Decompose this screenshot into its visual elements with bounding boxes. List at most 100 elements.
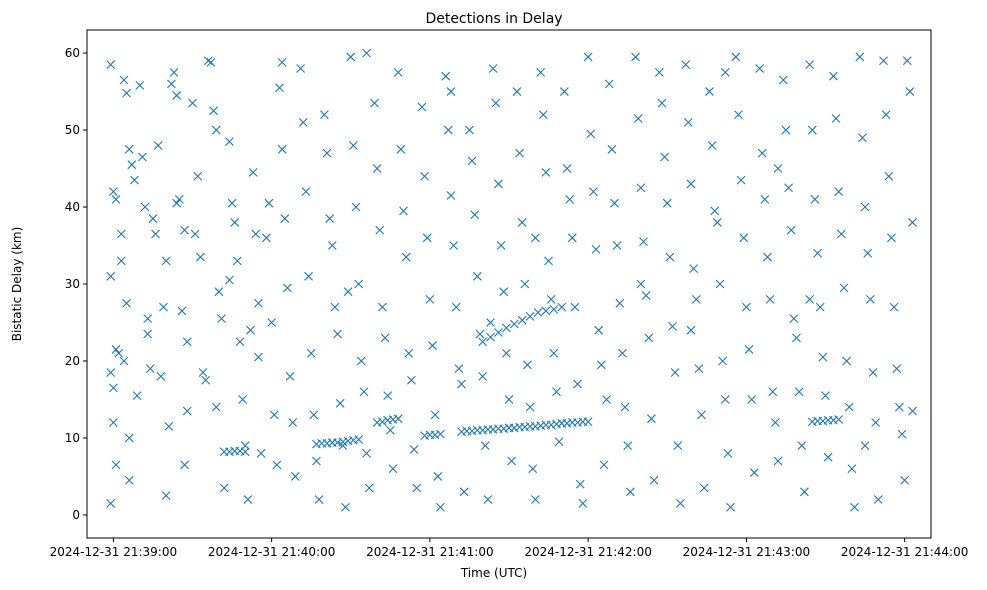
data-point bbox=[681, 60, 691, 70]
data-point bbox=[211, 125, 221, 135]
data-point bbox=[290, 472, 300, 481]
data-point bbox=[267, 318, 277, 327]
data-point bbox=[887, 233, 896, 243]
data-point bbox=[723, 448, 733, 458]
data-point bbox=[372, 164, 382, 173]
data-point bbox=[301, 187, 311, 197]
data-point bbox=[335, 398, 345, 408]
data-point bbox=[873, 495, 883, 504]
data-point bbox=[897, 429, 907, 439]
data-point bbox=[261, 233, 271, 243]
data-point bbox=[108, 187, 118, 197]
data-point bbox=[507, 456, 517, 466]
data-point bbox=[240, 447, 250, 457]
data-point bbox=[594, 325, 604, 335]
data-point bbox=[794, 387, 804, 397]
data-point bbox=[127, 160, 137, 170]
data-point bbox=[114, 348, 124, 358]
data-point bbox=[884, 171, 894, 181]
data-point bbox=[715, 279, 725, 289]
data-point bbox=[768, 387, 778, 397]
data-point bbox=[858, 133, 867, 143]
data-point bbox=[151, 229, 160, 239]
data-point bbox=[388, 464, 398, 474]
data-point bbox=[760, 194, 770, 204]
data-point bbox=[831, 114, 841, 123]
data-point bbox=[214, 287, 224, 297]
data-point bbox=[781, 125, 791, 135]
data-point bbox=[380, 333, 390, 343]
data-point bbox=[602, 395, 611, 404]
data-point bbox=[720, 67, 730, 77]
data-point bbox=[375, 225, 385, 235]
data-point bbox=[615, 298, 625, 308]
data-point bbox=[517, 315, 527, 325]
data-point bbox=[694, 364, 704, 374]
data-point bbox=[538, 110, 548, 120]
data-point bbox=[599, 460, 609, 470]
data-point bbox=[412, 483, 422, 493]
y-axis: 0 10 20 30 40 50 60 bbox=[65, 46, 87, 522]
data-point bbox=[554, 437, 564, 447]
x-tick-label: 2024-12-31 21:41:00 bbox=[366, 545, 493, 559]
data-point bbox=[111, 460, 121, 470]
data-point bbox=[143, 314, 153, 324]
data-point bbox=[354, 279, 364, 289]
data-point bbox=[496, 241, 506, 250]
data-point bbox=[475, 329, 485, 339]
data-point bbox=[467, 156, 477, 166]
data-point bbox=[351, 202, 361, 212]
data-point bbox=[177, 306, 187, 316]
data-point bbox=[362, 48, 371, 58]
data-point bbox=[393, 67, 403, 77]
data-point bbox=[683, 117, 693, 127]
data-point bbox=[430, 410, 440, 420]
data-point bbox=[106, 60, 116, 70]
data-point bbox=[902, 56, 912, 66]
data-point bbox=[436, 429, 445, 439]
data-point bbox=[889, 302, 899, 312]
data-point bbox=[691, 295, 701, 304]
data-point bbox=[755, 64, 764, 73]
data-point bbox=[161, 491, 171, 501]
data-point bbox=[734, 110, 743, 120]
data-point bbox=[773, 456, 783, 466]
data-point bbox=[549, 305, 559, 314]
data-point bbox=[491, 98, 501, 108]
data-point bbox=[465, 125, 474, 135]
data-point bbox=[865, 295, 875, 304]
y-tick-label: 30 bbox=[65, 277, 80, 291]
data-point bbox=[148, 214, 158, 223]
data-point bbox=[459, 487, 469, 497]
data-point bbox=[586, 129, 596, 139]
data-point bbox=[501, 348, 511, 358]
data-point bbox=[818, 352, 828, 362]
data-point bbox=[407, 375, 416, 385]
data-point bbox=[275, 83, 284, 93]
data-point bbox=[169, 67, 179, 77]
data-point bbox=[225, 137, 234, 146]
data-point bbox=[116, 229, 126, 239]
data-point bbox=[610, 198, 619, 208]
data-point bbox=[770, 418, 780, 427]
data-point bbox=[378, 302, 387, 312]
data-point bbox=[525, 311, 535, 321]
y-tick-label: 40 bbox=[65, 200, 80, 214]
data-point bbox=[277, 144, 287, 154]
x-tick-label: 2024-12-31 21:44:00 bbox=[841, 545, 968, 559]
data-point bbox=[285, 371, 295, 381]
data-point bbox=[860, 441, 870, 451]
data-point bbox=[167, 79, 176, 89]
data-point bbox=[741, 302, 751, 312]
y-tick-label: 10 bbox=[65, 431, 80, 445]
data-point bbox=[137, 152, 147, 162]
data-point bbox=[583, 417, 593, 427]
data-point bbox=[644, 333, 654, 343]
data-point bbox=[314, 495, 324, 504]
data-point bbox=[188, 98, 197, 108]
data-point bbox=[219, 483, 229, 493]
data-point bbox=[401, 252, 411, 262]
data-point bbox=[283, 283, 292, 293]
data-point bbox=[396, 144, 406, 154]
data-point bbox=[143, 329, 153, 339]
